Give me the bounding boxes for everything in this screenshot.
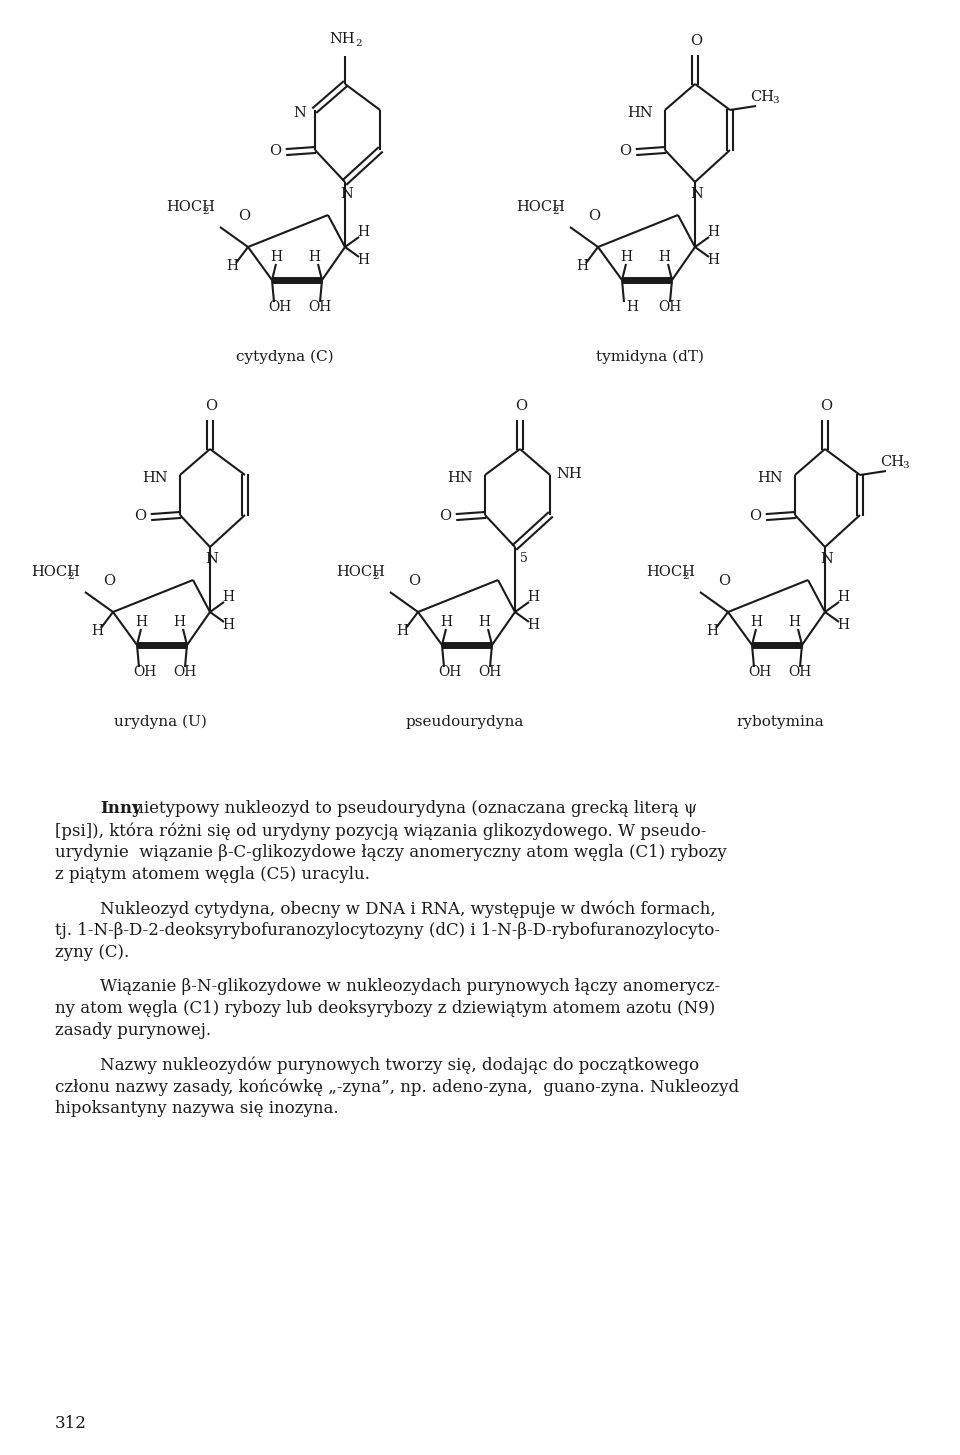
Text: OH: OH: [268, 300, 291, 314]
Text: HN: HN: [447, 471, 472, 485]
Text: Inny: Inny: [100, 800, 142, 818]
Text: nietypowy nukleozyd to pseudourydyna (oznaczana grecką literą ψ: nietypowy nukleozyd to pseudourydyna (oz…: [128, 800, 697, 818]
Text: OH: OH: [788, 665, 811, 679]
Text: tj. 1-N-β-D-2-deoksyrybofuranozylocytozyny (dC) i 1-N-β-D-rybofuranozylocyto-: tj. 1-N-β-D-2-deoksyrybofuranozylocytozy…: [55, 922, 720, 938]
Text: urydyna (U): urydyna (U): [113, 714, 206, 729]
Text: H: H: [478, 615, 490, 629]
Text: OH: OH: [133, 665, 156, 679]
Text: pseudourydyna: pseudourydyna: [406, 714, 524, 729]
Text: N: N: [293, 106, 306, 119]
Text: H: H: [308, 250, 320, 263]
Text: O: O: [238, 210, 251, 223]
Text: z piątym atomem węgla (C5) uracylu.: z piątym atomem węgla (C5) uracylu.: [55, 866, 370, 883]
Text: H: H: [135, 615, 147, 629]
Text: O: O: [205, 399, 217, 413]
Text: H: H: [440, 615, 452, 629]
Text: HOCH: HOCH: [336, 565, 385, 579]
Text: H: H: [357, 253, 369, 268]
Text: NH: NH: [556, 467, 582, 482]
Text: H: H: [222, 618, 234, 631]
Text: O: O: [690, 33, 702, 48]
Text: H: H: [707, 253, 719, 268]
Text: członu nazwy zasady, końcówkę „-zyna”, np. adeno-zyna,  guano-zyna. Nukleozyd: członu nazwy zasady, końcówkę „-zyna”, n…: [55, 1078, 739, 1096]
Text: tymidyna (dT): tymidyna (dT): [596, 351, 704, 364]
Text: H: H: [576, 259, 588, 274]
Text: Wiązanie β-N-glikozydowe w nukleozydach purynowych łączy anomerycz-: Wiązanie β-N-glikozydowe w nukleozydach …: [100, 978, 720, 995]
Text: O: O: [515, 399, 527, 413]
Text: O: O: [619, 144, 631, 159]
Text: O: O: [439, 509, 451, 522]
Text: 2: 2: [355, 39, 362, 48]
Text: O: O: [269, 144, 281, 159]
Text: Nazwy nukleozydów purynowych tworzy się, dodając do początkowego: Nazwy nukleozydów purynowych tworzy się,…: [100, 1056, 699, 1074]
Text: O: O: [134, 509, 146, 522]
Text: OH: OH: [438, 665, 461, 679]
Text: H: H: [226, 259, 238, 274]
Text: H: H: [527, 589, 539, 604]
Text: NH: NH: [329, 32, 354, 47]
Text: H: H: [707, 226, 719, 239]
Text: H: H: [750, 615, 762, 629]
Text: O: O: [718, 575, 731, 588]
Text: 2: 2: [67, 572, 74, 581]
Text: O: O: [820, 399, 832, 413]
Text: HOCH: HOCH: [646, 565, 695, 579]
Text: H: H: [788, 615, 800, 629]
Text: OH: OH: [173, 665, 196, 679]
Text: rybotymina: rybotymina: [736, 714, 824, 729]
Text: H: H: [396, 624, 408, 637]
Text: OH: OH: [748, 665, 771, 679]
Text: H: H: [270, 250, 282, 263]
Text: OH: OH: [658, 300, 682, 314]
Text: H: H: [527, 618, 539, 631]
Text: HN: HN: [627, 106, 653, 119]
Text: H: H: [626, 300, 638, 314]
Text: HN: HN: [757, 471, 782, 485]
Text: 3: 3: [772, 96, 779, 105]
Text: cytydyna (C): cytydyna (C): [236, 351, 334, 364]
Text: O: O: [588, 210, 600, 223]
Text: H: H: [837, 589, 849, 604]
Text: 2: 2: [682, 572, 688, 581]
Text: CH: CH: [880, 455, 904, 469]
Text: 312: 312: [55, 1416, 86, 1432]
Text: H: H: [357, 226, 369, 239]
Text: 2: 2: [202, 207, 208, 215]
Text: H: H: [173, 615, 185, 629]
Text: urydynie  wiązanie β-C-glikozydowe łączy anomeryczny atom węgla (C1) rybozy: urydynie wiązanie β-C-glikozydowe łączy …: [55, 844, 727, 861]
Text: H: H: [658, 250, 670, 263]
Text: 3: 3: [902, 461, 908, 470]
Text: HN: HN: [142, 471, 168, 485]
Text: N: N: [690, 188, 703, 201]
Text: N: N: [205, 551, 218, 566]
Text: H: H: [222, 589, 234, 604]
Text: 2: 2: [372, 572, 378, 581]
Text: zasady purynowej.: zasady purynowej.: [55, 1021, 211, 1039]
Text: HOCH: HOCH: [166, 199, 215, 214]
Text: OH: OH: [308, 300, 331, 314]
Text: O: O: [408, 575, 420, 588]
Text: [psi]), która różni się od urydyny pozycją wiązania glikozydowego. W pseudo-: [psi]), która różni się od urydyny pozyc…: [55, 822, 707, 840]
Text: HOCH: HOCH: [31, 565, 80, 579]
Text: 5: 5: [520, 551, 528, 565]
Text: CH: CH: [750, 90, 774, 103]
Text: O: O: [749, 509, 761, 522]
Text: OH: OH: [478, 665, 501, 679]
Text: H: H: [837, 618, 849, 631]
Text: H: H: [91, 624, 103, 637]
Text: H: H: [706, 624, 718, 637]
Text: N: N: [820, 551, 833, 566]
Text: H: H: [620, 250, 632, 263]
Text: O: O: [103, 575, 115, 588]
Text: hipoksantyny nazywa się inozyna.: hipoksantyny nazywa się inozyna.: [55, 1100, 339, 1117]
Text: N: N: [340, 188, 353, 201]
Text: zyny (C).: zyny (C).: [55, 944, 130, 960]
Text: 2: 2: [552, 207, 559, 215]
Text: ny atom węgla (C1) rybozy lub deoksyrybozy z dziewiątym atomem azotu (N9): ny atom węgla (C1) rybozy lub deoksyrybo…: [55, 1000, 715, 1017]
Text: Nukleozyd cytydyna, obecny w DNA i RNA, występuje w dwóch formach,: Nukleozyd cytydyna, obecny w DNA i RNA, …: [100, 901, 716, 918]
Text: HOCH: HOCH: [516, 199, 564, 214]
